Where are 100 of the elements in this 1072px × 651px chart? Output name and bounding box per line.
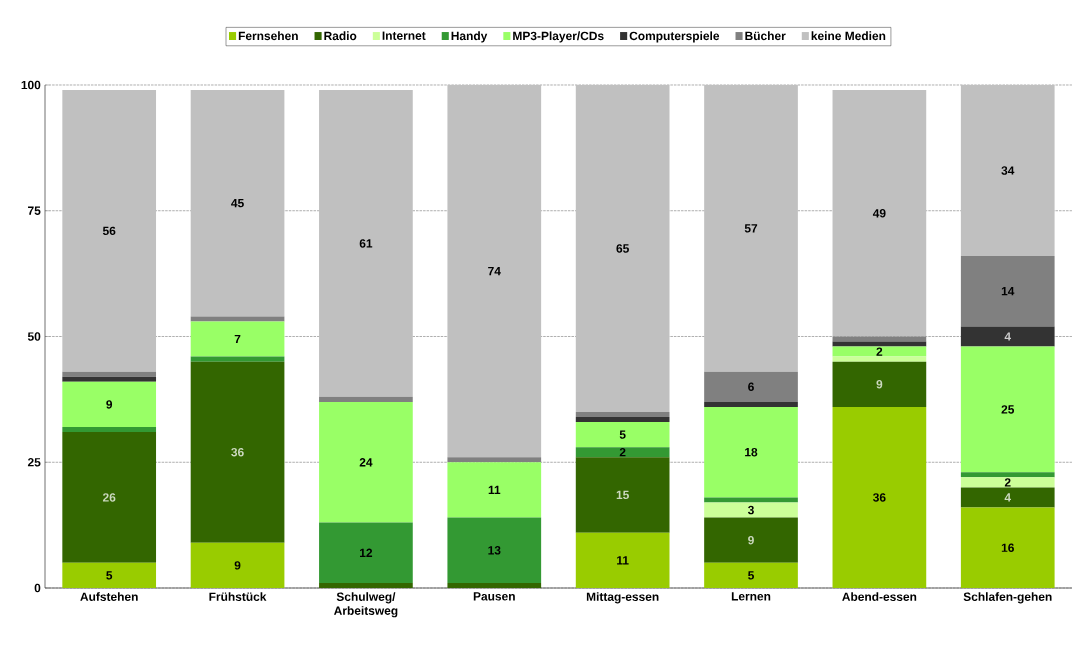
y-tick-label: 100	[21, 80, 41, 90]
bar	[575, 416, 670, 423]
data-label: 5	[748, 571, 754, 580]
bar	[832, 346, 927, 357]
data-label: 14	[1001, 287, 1015, 296]
data-label: 13	[488, 546, 501, 555]
data-label: 11	[617, 556, 629, 565]
bar	[62, 427, 157, 433]
x-tick-label: Pausen	[473, 592, 515, 601]
legend-label: Handy	[451, 31, 488, 43]
x-tick-label: Lernen	[731, 592, 771, 601]
bar	[960, 477, 1055, 488]
bar	[319, 401, 413, 523]
bar	[704, 502, 798, 518]
data-label: 9	[876, 380, 883, 389]
data-label: 6	[748, 382, 754, 392]
bar	[575, 532, 670, 588]
bar	[960, 326, 1055, 347]
data-label: 4	[1004, 493, 1011, 502]
data-label: 26	[102, 493, 116, 502]
data-label: 34	[1001, 166, 1015, 175]
bar	[960, 256, 1055, 327]
y-tick-label: 50	[27, 332, 41, 341]
bar	[190, 316, 285, 322]
bar	[62, 376, 157, 382]
bar	[447, 517, 542, 583]
bar	[704, 84, 798, 372]
bar	[832, 336, 927, 342]
bar	[832, 90, 927, 337]
data-label: 49	[872, 209, 886, 218]
bar	[319, 522, 413, 583]
bar	[62, 90, 157, 372]
x-tick-label: Abend-essen	[842, 592, 917, 601]
bar	[447, 84, 542, 458]
data-label: 11	[488, 485, 501, 495]
y-tick-label: 25	[27, 458, 41, 467]
bar	[960, 84, 1055, 257]
bar	[832, 341, 927, 347]
bar	[575, 422, 670, 448]
data-label: 9	[234, 561, 241, 570]
bar	[319, 582, 413, 588]
bar	[62, 562, 157, 588]
data-label: 65	[616, 244, 629, 253]
bar	[190, 90, 285, 317]
data-label: 18	[745, 447, 758, 457]
bar	[704, 497, 798, 503]
bar	[960, 487, 1055, 508]
legend-label: Internet	[382, 31, 426, 40]
bar	[832, 356, 927, 362]
bar	[704, 401, 798, 407]
bar	[319, 90, 413, 397]
data-label: 2	[876, 347, 883, 356]
data-label: 74	[488, 267, 501, 276]
data-label: 4	[1004, 332, 1011, 341]
data-label: 3	[747, 505, 754, 515]
data-label: 7	[234, 334, 241, 344]
bar	[832, 361, 927, 407]
data-label: 5	[619, 430, 626, 439]
data-label: 36	[231, 447, 244, 457]
bar	[447, 457, 542, 463]
data-label: 36	[873, 493, 886, 502]
x-tick-label: Frühstück	[209, 592, 267, 601]
bar	[190, 542, 285, 588]
x-tick-label: Schulweg/ Arbeitsweg	[333, 592, 398, 618]
bar	[190, 321, 285, 357]
bar	[832, 406, 927, 588]
data-label: 9	[748, 535, 754, 545]
bar	[575, 411, 670, 417]
legend-label: MP3-Player/CDs	[513, 31, 604, 43]
bar	[575, 447, 670, 458]
bar	[960, 472, 1055, 478]
bar	[960, 346, 1055, 473]
legend-label: keine Medien	[811, 31, 886, 41]
y-tick-label: 75	[28, 206, 41, 215]
legend-label: Computerspiele	[629, 31, 720, 43]
bar	[190, 356, 285, 362]
data-label: 24	[359, 458, 373, 467]
data-label: 45	[231, 199, 244, 208]
x-tick-label: Mittag-essen	[586, 592, 659, 604]
data-label: 16	[1001, 543, 1014, 552]
bar	[704, 562, 798, 588]
data-label: 5	[106, 571, 113, 580]
data-label: 2	[1004, 478, 1011, 487]
bar	[319, 396, 413, 402]
x-tick-label: Aufstehen	[80, 592, 138, 601]
bar	[704, 371, 798, 402]
data-label: 12	[360, 548, 373, 557]
legend-label: Fernsehen	[238, 31, 298, 41]
data-label: 15	[616, 490, 629, 500]
bar	[704, 406, 798, 498]
x-tick-label: Schlafen-gehen	[963, 592, 1052, 604]
data-label: 56	[102, 226, 116, 236]
bar	[704, 517, 798, 563]
legend-label: Radio	[324, 31, 357, 41]
bar	[960, 507, 1055, 588]
bar	[447, 582, 542, 588]
bar	[447, 462, 542, 518]
data-label: 57	[744, 224, 758, 233]
bar	[575, 84, 670, 412]
data-label: 61	[359, 239, 373, 248]
